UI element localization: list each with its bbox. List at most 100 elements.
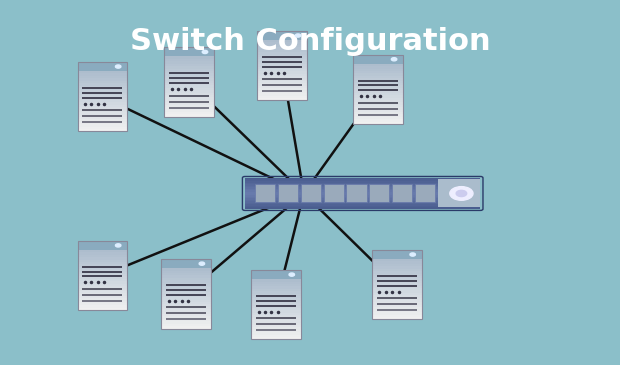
Bar [78,274,127,276]
Bar [324,184,343,203]
Bar [78,78,127,81]
Bar [78,97,127,100]
Bar [161,289,211,292]
Bar [353,78,403,81]
Bar [251,303,301,306]
Bar [372,304,422,307]
Bar [353,66,403,69]
Bar [164,90,214,93]
Bar [161,270,211,273]
Bar [251,310,301,313]
Bar [161,287,211,290]
Bar [161,292,211,295]
Bar [78,303,127,306]
Bar [161,311,211,314]
Circle shape [115,244,121,247]
Bar [164,97,214,100]
Bar [353,119,403,122]
Bar [245,193,480,195]
Bar [353,68,403,71]
Bar [164,82,214,85]
Bar [78,126,127,129]
Bar [164,68,214,71]
Bar [245,188,480,191]
Bar [164,88,214,90]
Bar [372,283,422,285]
Bar [251,332,301,335]
Bar [78,119,127,122]
Bar [257,52,307,54]
Bar [78,114,127,117]
Bar [257,71,307,74]
Bar [78,76,127,78]
Bar [161,306,211,309]
Bar [251,312,301,315]
Circle shape [202,50,208,54]
Bar [161,321,211,324]
Bar [372,285,422,288]
Bar [245,205,480,207]
Bar [353,85,403,88]
Bar [164,114,214,117]
Bar [251,337,301,339]
Bar [161,309,211,312]
Bar [78,286,127,288]
Bar [347,184,366,203]
Text: Switch Configuration: Switch Configuration [130,27,490,57]
Bar [161,275,211,278]
Bar [164,102,214,105]
Bar [251,293,301,296]
Bar [78,124,127,127]
Bar [78,62,127,131]
Bar [257,42,307,45]
Bar [245,204,480,206]
Bar [78,257,127,260]
Bar [164,76,214,78]
Bar [245,198,480,200]
Bar [257,49,307,52]
Bar [255,184,275,203]
Bar [78,281,127,284]
Bar [257,61,307,64]
Bar [372,259,422,261]
Bar [164,66,214,69]
Bar [257,76,307,78]
Bar [164,104,214,107]
Bar [257,88,307,91]
Bar [251,330,301,332]
Bar [251,281,301,284]
Bar [78,276,127,279]
Bar [78,269,127,272]
Bar [245,179,480,181]
Bar [161,259,211,268]
Bar [251,305,301,308]
Bar [372,316,422,319]
Bar [78,300,127,303]
Bar [161,301,211,304]
Bar [164,78,214,81]
Bar [245,181,480,182]
Bar [372,310,422,312]
Bar [372,288,422,291]
Bar [372,292,422,295]
Bar [372,300,422,303]
Bar [245,192,480,193]
Bar [257,91,307,93]
Bar [353,71,403,73]
Bar [372,250,422,259]
Bar [251,324,301,327]
Bar [257,69,307,72]
Bar [257,83,307,86]
Bar [353,55,403,124]
Bar [78,262,127,264]
Bar [257,47,307,50]
Bar [78,305,127,308]
Bar [161,326,211,328]
Bar [78,295,127,298]
Bar [251,279,301,281]
Bar [372,280,422,283]
Bar [372,297,422,300]
Bar [353,109,403,112]
Bar [164,112,214,114]
Bar [161,259,211,328]
